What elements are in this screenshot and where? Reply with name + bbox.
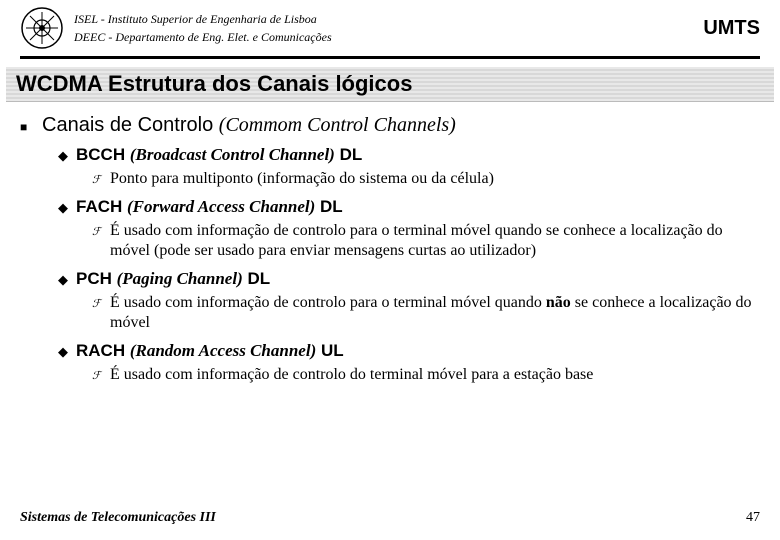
script-f-bullet-icon: ℱ <box>92 221 110 261</box>
channel-item: ◆PCH (Paging Channel) DL <box>58 269 760 289</box>
desc-bold: não <box>546 294 571 311</box>
main-bullet: ■ Canais de Controlo (Commom Control Cha… <box>20 114 760 137</box>
diamond-bullet-icon: ◆ <box>58 269 76 289</box>
channel-item: ◆RACH (Random Access Channel) UL <box>58 341 760 361</box>
items-list: ◆BCCH (Broadcast Control Channel) DLℱPon… <box>58 145 760 385</box>
header-topic: UMTS <box>703 17 760 40</box>
channel-description-text: É usado com informação de controlo para … <box>110 293 760 333</box>
channel-label: PCH (Paging Channel) DL <box>76 269 270 289</box>
channel-item: ◆FACH (Forward Access Channel) DL <box>58 197 760 217</box>
footer-course: Sistemas de Telecomunicações III <box>20 510 216 526</box>
channel-item: ◆BCCH (Broadcast Control Channel) DL <box>58 145 760 165</box>
channel-label: FACH (Forward Access Channel) DL <box>76 197 343 217</box>
slide-title: WCDMA Estrutura dos Canais lógicos <box>6 67 774 102</box>
desc-pre: É usado com informação de controlo do te… <box>110 366 593 383</box>
channel-fullname: (Forward Access Channel) <box>127 197 315 216</box>
script-f-bullet-icon: ℱ <box>92 293 110 333</box>
channel-description: ℱPonto para multiponto (informação do si… <box>92 169 760 189</box>
main-bullet-text: Canais de Controlo (Commom Control Chann… <box>42 114 456 137</box>
footer-page-number: 47 <box>746 510 760 526</box>
channel-description-text: É usado com informação de controlo para … <box>110 221 760 261</box>
slide-body: ■ Canais de Controlo (Commom Control Cha… <box>0 114 780 385</box>
main-italic: (Commom Control Channels) <box>219 114 456 136</box>
channel-description-text: É usado com informação de controlo do te… <box>110 365 593 385</box>
header-divider <box>20 56 760 59</box>
channel-direction: UL <box>316 341 343 360</box>
isel-logo <box>20 6 64 50</box>
channel-description-text: Ponto para multiponto (informação do sis… <box>110 169 494 189</box>
diamond-bullet-icon: ◆ <box>58 197 76 217</box>
script-f-bullet-icon: ℱ <box>92 169 110 189</box>
slide-header: ISEL - Instituto Superior de Engenharia … <box>0 0 780 54</box>
header-line2: DEEC - Departamento de Eng. Elet. e Comu… <box>74 28 332 46</box>
diamond-bullet-icon: ◆ <box>58 341 76 361</box>
desc-pre: É usado com informação de controlo para … <box>110 222 723 259</box>
channel-fullname: (Paging Channel) <box>117 269 243 288</box>
channel-direction: DL <box>315 197 342 216</box>
channel-label: RACH (Random Access Channel) UL <box>76 341 344 361</box>
channel-description: ℱÉ usado com informação de controlo para… <box>92 221 760 261</box>
channel-abbr: RACH <box>76 341 130 360</box>
channel-abbr: PCH <box>76 269 117 288</box>
desc-pre: É usado com informação de controlo para … <box>110 294 546 311</box>
channel-fullname: (Broadcast Control Channel) <box>130 145 335 164</box>
channel-direction: DL <box>243 269 270 288</box>
script-f-bullet-icon: ℱ <box>92 365 110 385</box>
channel-description: ℱÉ usado com informação de controlo do t… <box>92 365 760 385</box>
square-bullet-icon: ■ <box>20 114 42 137</box>
channel-direction: DL <box>335 145 362 164</box>
main-plain: Canais de Controlo <box>42 114 219 136</box>
header-line1: ISEL - Instituto Superior de Engenharia … <box>74 10 332 28</box>
diamond-bullet-icon: ◆ <box>58 145 76 165</box>
channel-description: ℱÉ usado com informação de controlo para… <box>92 293 760 333</box>
channel-fullname: (Random Access Channel) <box>130 341 316 360</box>
channel-abbr: BCCH <box>76 145 130 164</box>
desc-post: Ponto para multiponto (informação do sis… <box>110 170 494 187</box>
channel-label: BCCH (Broadcast Control Channel) DL <box>76 145 362 165</box>
slide-footer: Sistemas de Telecomunicações III 47 <box>20 510 760 526</box>
channel-abbr: FACH <box>76 197 127 216</box>
header-institution: ISEL - Instituto Superior de Engenharia … <box>74 10 332 46</box>
